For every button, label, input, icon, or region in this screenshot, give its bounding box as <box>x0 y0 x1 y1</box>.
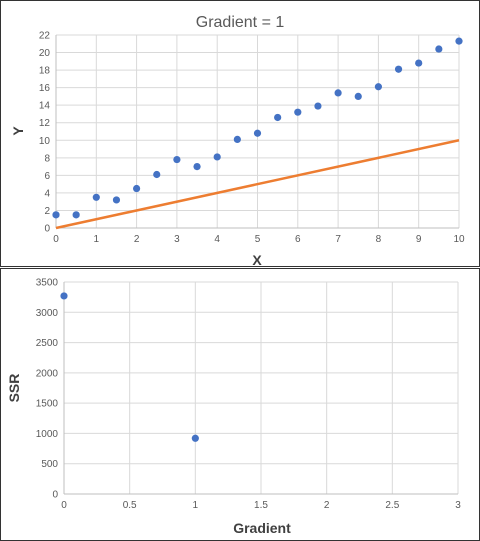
data-point <box>253 129 262 137</box>
data-point <box>72 211 80 219</box>
data-point <box>314 102 322 110</box>
y-tick-label: 22 <box>39 31 51 42</box>
y-tick-label: 8 <box>44 153 50 164</box>
y-tick-label: 2 <box>44 206 50 217</box>
y-tick-label: 1500 <box>36 399 59 410</box>
x-axis-title: Gradient <box>233 520 291 536</box>
x-tick-label: 1.5 <box>254 500 268 511</box>
fit-line <box>55 139 460 230</box>
y-tick-label: 2500 <box>36 338 59 349</box>
x-tick-label: 0.5 <box>123 500 137 511</box>
x-tick-label: 4 <box>214 234 220 245</box>
series <box>60 292 199 442</box>
y-tick-label: 0 <box>44 224 50 235</box>
data-point <box>173 155 181 164</box>
x-tick-label: 10 <box>453 234 465 245</box>
x-tick-label: 3 <box>455 500 461 511</box>
data-point <box>193 162 201 171</box>
y-tick-label: 2000 <box>36 368 59 379</box>
y-tick-label: 4 <box>44 188 50 199</box>
grid <box>64 281 459 494</box>
x-tick-label: 1 <box>94 234 100 245</box>
top-chart-panel: 0 1 2 3 4 5 6 7 8 9 10 0 2 4 6 8 10 12 14 16 18 20 22 Gradient… <box>0 0 480 267</box>
x-tick-label: 1 <box>193 500 199 511</box>
x-tick-label: 2 <box>324 500 330 511</box>
data-point <box>153 170 161 179</box>
data-point <box>415 59 423 67</box>
y-tick-label: 1000 <box>36 429 59 440</box>
y-tick-label: 14 <box>39 101 51 112</box>
y-tick-label: 16 <box>39 83 51 94</box>
data-point <box>233 135 241 143</box>
x-tick-label: 8 <box>376 234 382 245</box>
x-tick-label: 7 <box>335 234 341 245</box>
axes <box>63 282 458 495</box>
scatter-chart-ssr-vs-gradient: 0 0.5 1 1.5 2 2.5 3 0 500 1000 1500 2000 2500 3000 350… <box>6 278 461 537</box>
data-point <box>213 153 221 161</box>
data-point <box>334 89 342 97</box>
y-tick-label: 6 <box>44 171 50 182</box>
y-tick-label: 10 <box>39 136 51 147</box>
axes <box>55 35 459 229</box>
bottom-chart-panel: 0 0.5 1 1.5 2 2.5 3 0 500 1000 1500 2000 2500 3000 350… <box>0 268 480 541</box>
x-tick-label: 2.5 <box>385 500 399 511</box>
data-point <box>60 292 68 300</box>
x-axis-title: X <box>252 252 262 266</box>
x-tick-label: 2 <box>134 234 140 245</box>
y-axis-title: SSR <box>6 374 22 403</box>
x-tick-label: 9 <box>416 234 422 245</box>
data-point <box>374 83 382 91</box>
data-point <box>133 184 141 193</box>
data-point <box>112 196 121 204</box>
y-axis-title: Y <box>10 126 26 136</box>
y-tick-label: 0 <box>52 490 58 501</box>
chart-title: Gradient = 1 <box>196 14 285 31</box>
y-tick-label: 12 <box>39 118 51 129</box>
data-point <box>354 92 362 101</box>
y-tick-label: 500 <box>41 459 58 470</box>
y-tick-label: 3500 <box>36 278 59 289</box>
series <box>52 37 463 230</box>
data-point <box>191 434 199 442</box>
data-point <box>294 108 302 116</box>
y-tick-label: 3000 <box>36 308 59 319</box>
data-point <box>52 211 60 219</box>
data-point <box>455 37 463 45</box>
grid <box>56 34 460 228</box>
x-tick-label: 5 <box>255 234 261 245</box>
y-tick-label: 18 <box>39 66 51 77</box>
data-point <box>274 113 282 122</box>
data-point <box>435 45 443 53</box>
x-tick-label: 0 <box>53 234 59 245</box>
data-point <box>92 193 100 201</box>
x-tick-label: 3 <box>174 234 180 245</box>
y-tick-label: 20 <box>39 48 51 59</box>
x-tick-label: 0 <box>61 500 67 511</box>
data-point <box>394 65 403 73</box>
x-tick-label: 6 <box>295 234 301 245</box>
tick-labels: 0 0.5 1 1.5 2 2.5 3 0 500 1000 1500 2000 2500 3000 350… <box>36 278 461 512</box>
